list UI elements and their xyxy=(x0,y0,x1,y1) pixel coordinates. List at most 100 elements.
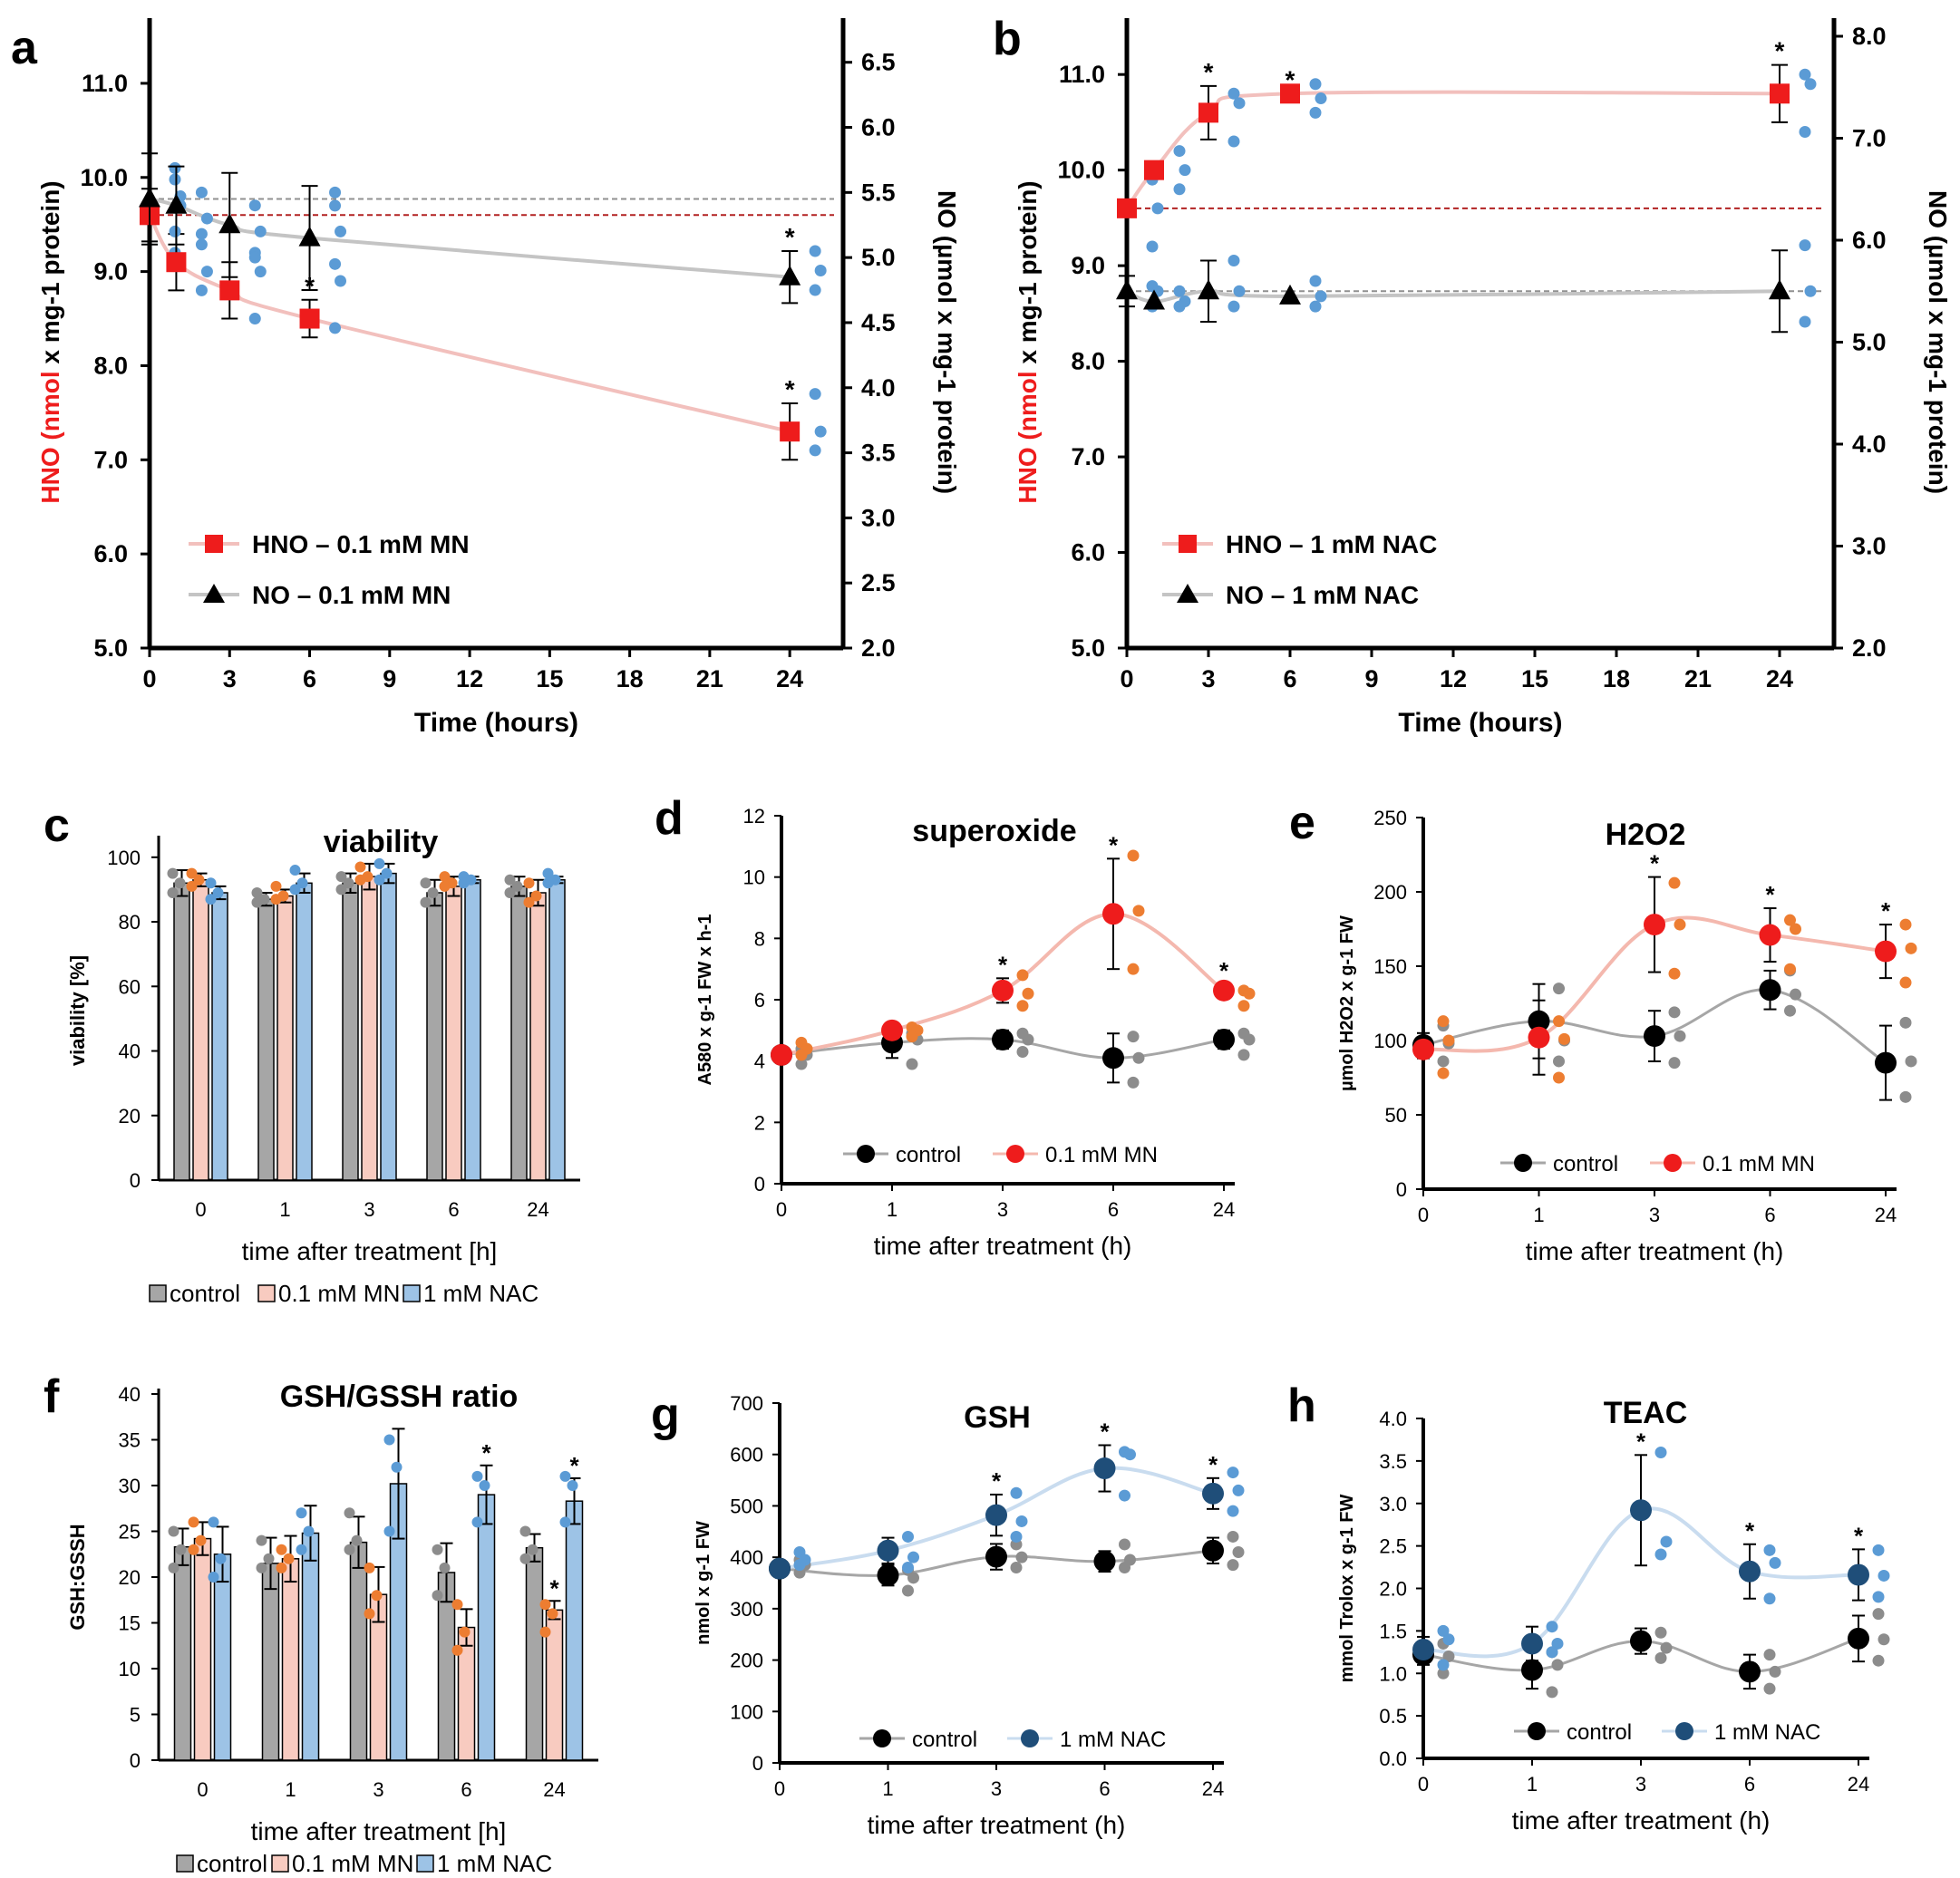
replicate-point xyxy=(168,1562,180,1573)
y-tick-label: 8 xyxy=(754,927,765,950)
replicate-point xyxy=(335,871,347,883)
x-tick-label: 21 xyxy=(1684,665,1712,692)
y-tick-label: 30 xyxy=(119,1475,141,1497)
replicate-point xyxy=(215,1553,227,1564)
significance-star: * xyxy=(549,1574,559,1602)
y-axis-title: viability [%] xyxy=(66,955,89,1066)
data-point-triangle xyxy=(779,265,801,286)
replicate-point xyxy=(335,225,347,237)
replicate-point xyxy=(1799,239,1811,252)
replicate-point xyxy=(471,1470,483,1482)
x-tick-label: 1 xyxy=(1533,1204,1544,1226)
replicate-point xyxy=(1119,1538,1130,1551)
replicate-point xyxy=(1553,1015,1565,1028)
replicate-point xyxy=(195,227,208,240)
x-tick-label: 0 xyxy=(1120,665,1133,692)
x-tick-label: 1 xyxy=(279,1198,290,1221)
replicate-point xyxy=(254,266,267,278)
replicate-point xyxy=(420,896,432,908)
replicate-point xyxy=(439,880,451,892)
replicate-point xyxy=(795,1049,808,1061)
replicate-point xyxy=(1660,1535,1673,1548)
replicate-point xyxy=(471,1516,483,1528)
replicate-point xyxy=(248,313,261,325)
replicate-point xyxy=(542,877,554,889)
data-point-control xyxy=(1759,979,1781,1002)
replicate-point xyxy=(1546,1621,1558,1633)
replicate-point xyxy=(1899,1090,1912,1103)
data-point-triangle xyxy=(298,226,321,247)
data-point-0.1-mm-mn xyxy=(771,1043,792,1066)
replicate-point xyxy=(519,1525,531,1537)
legend-swatch xyxy=(271,1854,289,1873)
x-tick-label: 1 xyxy=(1527,1773,1538,1796)
data-point-1-mm-nac xyxy=(1412,1639,1434,1660)
replicate-point xyxy=(1146,240,1159,253)
replicate-point xyxy=(902,1561,914,1573)
data-point-control xyxy=(1102,1047,1124,1070)
y-right-tick-label: 5.0 xyxy=(861,244,896,271)
significance-star: * xyxy=(785,223,795,251)
replicate-point xyxy=(1799,125,1811,138)
y-left-tick-label: 6.0 xyxy=(93,540,128,567)
replicate-point xyxy=(1437,1659,1450,1671)
x-tick-label: 3 xyxy=(364,1198,374,1221)
y-left-tick-label: 9.0 xyxy=(1071,252,1105,279)
x-tick-label: 9 xyxy=(1364,665,1378,692)
replicate-point xyxy=(329,199,342,212)
replicate-point xyxy=(1905,942,1917,954)
legend-label: 0.1 mM MN xyxy=(278,1280,400,1307)
y-right-tick-label: 2.0 xyxy=(1852,634,1887,662)
series-line-1 xyxy=(149,197,791,279)
bar-1-mm-nac xyxy=(213,1554,232,1761)
y-left-tick-label: 10.0 xyxy=(1057,157,1105,184)
replicate-point xyxy=(1315,92,1327,105)
replicate-point xyxy=(1872,1608,1885,1621)
y-right-tick-label: 3.0 xyxy=(861,504,896,531)
replicate-point xyxy=(329,257,342,270)
x-tick-label: 18 xyxy=(616,665,644,692)
data-point-square xyxy=(299,308,320,329)
replicate-point xyxy=(1804,285,1817,297)
replicate-point xyxy=(174,877,186,889)
replicate-point xyxy=(256,1562,267,1573)
x-tick-label: 15 xyxy=(536,665,563,692)
x-tick-label: 3 xyxy=(1635,1773,1646,1796)
bar-1-mm-nac xyxy=(211,892,228,1181)
y-right-tick-label: 3.5 xyxy=(861,440,896,467)
bar-control xyxy=(525,1546,544,1761)
bar-1-mm-nac xyxy=(477,1494,496,1761)
replicate-point xyxy=(1437,1055,1450,1068)
y-left-tick-label: 8.0 xyxy=(93,352,128,379)
legend-label: control xyxy=(1567,1720,1632,1745)
x-tick-label: 3 xyxy=(1649,1204,1660,1226)
replicate-point xyxy=(814,425,827,438)
data-point-control xyxy=(992,1028,1014,1050)
replicate-point xyxy=(542,867,554,879)
y-left-tick-label: 5.0 xyxy=(1071,634,1105,662)
data-point-square xyxy=(1144,160,1164,180)
panel-c: viability 0 20 40 60 80 100 viability [%] 0 1 3 6 24… xyxy=(66,825,580,1307)
replicate-point xyxy=(1790,988,1801,1001)
legend-label: 1 mM NAC xyxy=(1060,1728,1166,1752)
replicate-point xyxy=(1546,1646,1558,1659)
replicate-point xyxy=(186,880,198,892)
replicate-point xyxy=(1674,1030,1686,1042)
x-tick-label: 6 xyxy=(303,665,316,692)
y-tick-label: 50 xyxy=(1385,1104,1407,1127)
replicate-point xyxy=(254,225,267,237)
replicate-point xyxy=(1551,1637,1564,1650)
replicate-point xyxy=(200,212,213,225)
data-point-triangle xyxy=(1769,279,1790,300)
legend-label: 0.1 mM MN xyxy=(1703,1152,1815,1176)
y-tick-label: 0.0 xyxy=(1379,1747,1407,1770)
y-axis-left-title-red: HNO (nmol xyxy=(36,371,64,503)
y-axis-title: mmol Trolox x g-1 FW xyxy=(1337,1494,1357,1682)
replicate-point xyxy=(809,245,821,257)
y-right-tick-label: 6.0 xyxy=(861,114,896,141)
replicate-point xyxy=(539,1626,551,1638)
series-line-1 xyxy=(1126,289,1780,304)
data-point-1-mm-nac xyxy=(1521,1632,1543,1655)
replicate-point xyxy=(270,894,282,905)
legend-label: control xyxy=(912,1728,977,1752)
